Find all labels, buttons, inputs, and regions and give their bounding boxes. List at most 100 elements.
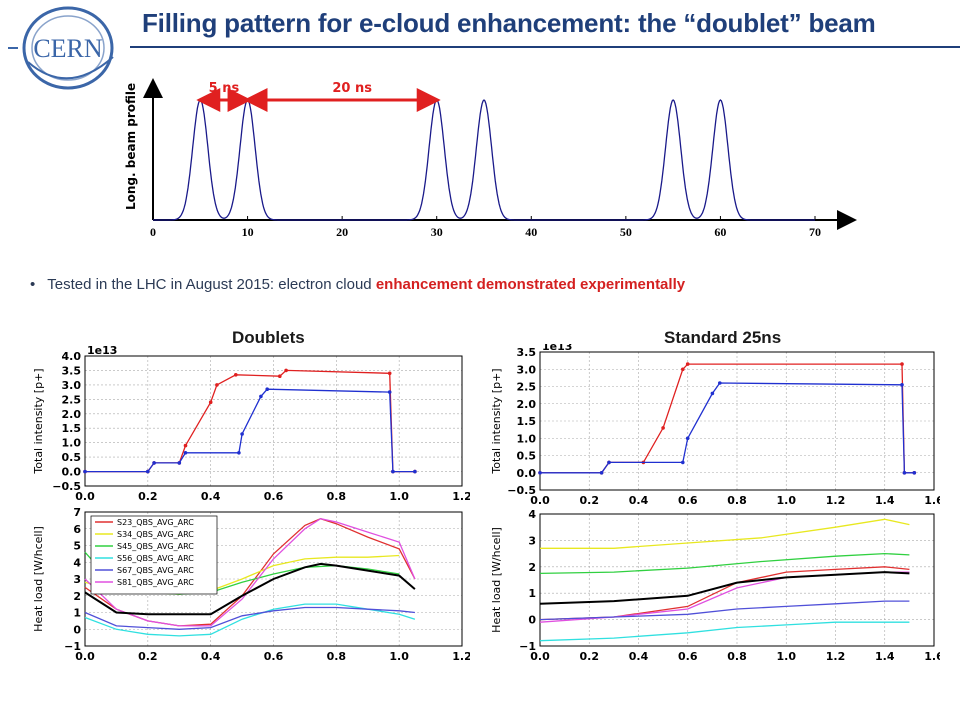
series-line bbox=[539, 600, 910, 621]
right-panel-title: Standard 25ns bbox=[664, 328, 782, 347]
right-intensity-chart: 0.0 0.2 0.4 0.6 0.8 1.0 1.2 1.4 1.6 −0.5 0.0 0.5 1.0… bbox=[488, 340, 944, 511]
beam-profile-ylabel: Long. beam profile bbox=[124, 83, 138, 210]
data-point bbox=[284, 368, 288, 373]
legend-entry: S34_QBS_AVG_ARC bbox=[117, 530, 194, 539]
x-tick-label: 0.0 bbox=[530, 650, 550, 663]
data-point bbox=[900, 362, 904, 366]
y-tick-label: 6 bbox=[73, 523, 81, 536]
bullet-text: Tested in the LHC in August 2015: electr… bbox=[47, 276, 376, 293]
y-tick-label: 3 bbox=[73, 573, 81, 586]
data-point bbox=[902, 471, 907, 475]
y-tick-label: 4 bbox=[73, 556, 81, 569]
left-panel-title: Doublets bbox=[232, 328, 305, 347]
y-axis-label: Heat load [W/hcell] bbox=[32, 526, 45, 632]
data-point bbox=[83, 469, 87, 474]
data-point bbox=[681, 460, 685, 465]
x-tick-label: 0.4 bbox=[201, 490, 221, 503]
data-point bbox=[391, 469, 395, 474]
y-tick-label: 1 bbox=[528, 587, 536, 600]
pulse-tick-label: 10 bbox=[242, 225, 254, 239]
y-tick-label: −1 bbox=[519, 640, 536, 653]
x-tick-label: 1.2 bbox=[826, 494, 846, 506]
data-point bbox=[240, 432, 244, 436]
y-tick-label: 2.5 bbox=[517, 381, 537, 394]
bullet-dot: • bbox=[30, 276, 36, 293]
data-point bbox=[208, 400, 213, 404]
data-point bbox=[718, 381, 722, 385]
title-underline bbox=[130, 46, 960, 48]
data-point bbox=[710, 391, 715, 396]
bullet-point: • Tested in the LHC in August 2015: elect… bbox=[30, 276, 685, 293]
y-tick-label: 0 bbox=[73, 623, 81, 636]
y-tick-label: 2.0 bbox=[62, 408, 82, 421]
y-tick-label: −0.5 bbox=[52, 480, 81, 493]
spacing-label-20ns: 20 ns bbox=[332, 81, 372, 96]
y-tick-label: 1 bbox=[73, 607, 81, 620]
y-tick-label: 0.0 bbox=[517, 467, 537, 480]
y-multiplier: 1e13 bbox=[542, 344, 572, 353]
y-tick-label: 1.0 bbox=[517, 432, 537, 445]
left-heatload-chart: 0.0 0.2 0.4 0.6 0.8 1.0 1.2 −1 0 1 2 3 4 5 6 7 Heat load… bbox=[30, 506, 472, 677]
y-tick-label: 3.0 bbox=[517, 363, 537, 376]
pulse-tick-label: 0 bbox=[150, 225, 156, 239]
pulse-tick-label: 70 bbox=[809, 225, 821, 239]
x-tick-label: 1.6 bbox=[924, 650, 940, 663]
pulse-tick-label: 50 bbox=[620, 225, 632, 239]
y-tick-label: 0.5 bbox=[62, 451, 82, 464]
data-point bbox=[146, 469, 150, 474]
series-line bbox=[85, 369, 415, 473]
y-tick-label: 2 bbox=[528, 561, 536, 574]
y-tick-label: 3.0 bbox=[62, 379, 82, 392]
legend-entry: S67_QBS_AVG_ARC bbox=[117, 566, 194, 575]
data-point bbox=[599, 471, 604, 475]
series-line bbox=[539, 552, 910, 575]
pulse-tick-label: 20 bbox=[336, 225, 348, 239]
y-tick-label: 0 bbox=[528, 614, 536, 627]
y-tick-label: −1 bbox=[64, 640, 81, 653]
pulse-profile-line bbox=[153, 99, 815, 221]
data-point bbox=[278, 374, 282, 378]
x-tick-label: 1.0 bbox=[777, 494, 797, 506]
legend-entry: S45_QBS_AVG_ARC bbox=[117, 542, 194, 551]
y-tick-label: 2 bbox=[73, 590, 81, 603]
x-tick-label: 0.8 bbox=[327, 650, 347, 663]
y-tick-label: 1.5 bbox=[62, 422, 82, 435]
x-tick-label: 1.4 bbox=[875, 494, 895, 506]
y-tick-label: 4.0 bbox=[62, 350, 82, 363]
y-tick-label: 0.0 bbox=[62, 466, 82, 479]
series-line bbox=[84, 606, 415, 630]
data-point bbox=[152, 461, 156, 465]
y-tick-label: 3 bbox=[528, 534, 536, 547]
x-tick-label: 1.0 bbox=[389, 650, 409, 663]
data-point bbox=[387, 390, 392, 394]
x-tick-label: 1.6 bbox=[924, 494, 940, 506]
data-point bbox=[607, 460, 611, 465]
plot-frame bbox=[539, 513, 935, 647]
spacing-label-5ns: 5 ns bbox=[209, 81, 240, 96]
x-tick-label: 0.4 bbox=[629, 494, 649, 506]
data-point bbox=[215, 383, 219, 387]
y-tick-label: 2.5 bbox=[62, 393, 82, 406]
left-intensity-chart: 0.0 0.2 0.4 0.6 0.8 1.0 1.2 −0.5 0.0 0.5 1.0 1.5 2.0… bbox=[30, 344, 472, 511]
plot-frame bbox=[539, 351, 935, 491]
pulse-tick-label: 60 bbox=[714, 225, 726, 239]
data-point bbox=[259, 394, 263, 399]
data-point bbox=[237, 451, 241, 455]
series-line bbox=[539, 621, 910, 642]
x-tick-label: 0.8 bbox=[327, 490, 347, 503]
y-tick-label: 0.5 bbox=[517, 450, 537, 463]
x-tick-label: 0.8 bbox=[727, 494, 747, 506]
series-line bbox=[84, 518, 416, 627]
x-tick-label: 0.2 bbox=[580, 650, 600, 663]
data-point bbox=[661, 426, 665, 430]
x-tick-label: 0.6 bbox=[678, 650, 698, 663]
data-point bbox=[538, 471, 542, 475]
logo-text: CERN bbox=[33, 34, 103, 63]
y-tick-label: 5 bbox=[73, 540, 81, 553]
pulse-tick-label: 30 bbox=[431, 225, 443, 239]
x-tick-label: 0.4 bbox=[629, 650, 649, 663]
legend-entry: S23_QBS_AVG_ARC bbox=[117, 518, 194, 527]
y-tick-label: 2.0 bbox=[517, 398, 537, 411]
x-tick-label: 0.6 bbox=[678, 494, 698, 506]
x-tick-label: 0.8 bbox=[727, 650, 747, 663]
